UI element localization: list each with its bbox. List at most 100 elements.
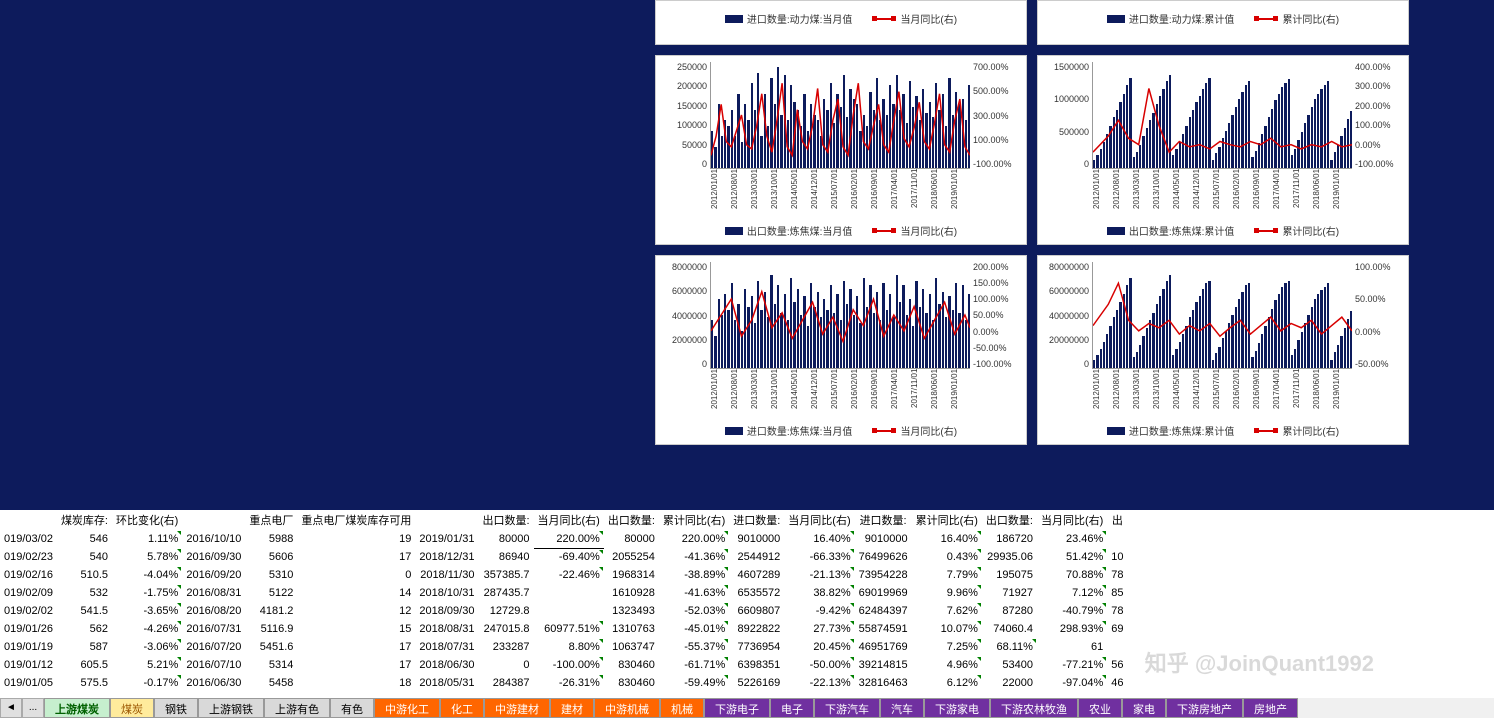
table-cell[interactable]: 61 bbox=[1037, 638, 1107, 656]
table-cell[interactable]: 5314 bbox=[245, 656, 297, 674]
table-cell[interactable]: 17 bbox=[297, 638, 415, 656]
sheet-tab[interactable]: 下游家电 bbox=[924, 698, 990, 718]
table-cell[interactable]: 830460 bbox=[604, 674, 659, 692]
table-cell[interactable]: 19 bbox=[297, 530, 415, 548]
table-cell[interactable]: 510.5 bbox=[57, 566, 112, 584]
table-cell[interactable]: 357385.7 bbox=[478, 566, 533, 584]
table-cell[interactable] bbox=[1107, 530, 1127, 548]
table-cell[interactable]: 6535572 bbox=[729, 584, 784, 602]
table-header[interactable]: 出口数量: bbox=[604, 510, 659, 530]
sheet-tab[interactable]: 下游房地产 bbox=[1166, 698, 1243, 718]
sheet-tab[interactable]: 房地产 bbox=[1243, 698, 1298, 718]
sheet-tab[interactable]: 下游农林牧渔 bbox=[990, 698, 1078, 718]
table-cell[interactable]: 8.80% bbox=[534, 638, 604, 656]
table-cell[interactable]: 830460 bbox=[604, 656, 659, 674]
table-cell[interactable]: -52.03% bbox=[659, 602, 729, 620]
table-cell[interactable]: 9.96% bbox=[912, 584, 982, 602]
table-cell[interactable]: 56 bbox=[1107, 656, 1127, 674]
table-cell[interactable]: -61.71% bbox=[659, 656, 729, 674]
table-cell[interactable]: 2018/07/31 bbox=[415, 638, 478, 656]
tab-nav[interactable]: ◄ bbox=[0, 698, 22, 718]
table-cell[interactable]: 019/01/12 bbox=[0, 656, 57, 674]
table-cell[interactable]: 0.43% bbox=[912, 548, 982, 566]
table-row[interactable]: 019/01/05575.5-0.17%2016/06/305458182018… bbox=[0, 674, 1128, 692]
table-cell[interactable]: 10.07% bbox=[912, 620, 982, 638]
table-cell[interactable]: 16.40% bbox=[912, 530, 982, 548]
table-cell[interactable]: 5458 bbox=[245, 674, 297, 692]
table-cell[interactable]: 32816463 bbox=[855, 674, 912, 692]
table-cell[interactable]: 019/03/02 bbox=[0, 530, 57, 548]
table-cell[interactable]: 0 bbox=[297, 566, 415, 584]
table-cell[interactable]: 7.79% bbox=[912, 566, 982, 584]
table-cell[interactable]: 80000 bbox=[604, 530, 659, 548]
table-cell[interactable]: -26.31% bbox=[534, 674, 604, 692]
table-header[interactable]: 出 bbox=[1107, 510, 1127, 530]
table-cell[interactable]: 87280 bbox=[982, 602, 1037, 620]
table-cell[interactable]: 74060.4 bbox=[982, 620, 1037, 638]
table-cell[interactable]: -69.40% bbox=[534, 548, 604, 566]
table-header[interactable]: 当月同比(右) bbox=[534, 510, 604, 530]
table-cell[interactable]: 16.40% bbox=[784, 530, 854, 548]
table-cell[interactable]: -40.79% bbox=[1037, 602, 1107, 620]
table-cell[interactable]: 7736954 bbox=[729, 638, 784, 656]
table-cell[interactable]: 76499626 bbox=[855, 548, 912, 566]
table-cell[interactable]: 2016/09/30 bbox=[182, 548, 245, 566]
table-cell[interactable]: -50.00% bbox=[784, 656, 854, 674]
table-cell[interactable]: 540 bbox=[57, 548, 112, 566]
table-cell[interactable]: 247015.8 bbox=[478, 620, 533, 638]
table-cell[interactable]: 23.46% bbox=[1037, 530, 1107, 548]
table-cell[interactable]: 12 bbox=[297, 602, 415, 620]
table-row[interactable]: 019/01/19587-3.06%2016/07/205451.6172018… bbox=[0, 638, 1128, 656]
table-cell[interactable]: 5606 bbox=[245, 548, 297, 566]
table-cell[interactable]: 12729.8 bbox=[478, 602, 533, 620]
table-cell[interactable]: 68.11% bbox=[982, 638, 1037, 656]
table-cell[interactable]: -22.13% bbox=[784, 674, 854, 692]
table-header[interactable]: 重点电厂 bbox=[245, 510, 297, 530]
table-cell[interactable]: -3.65% bbox=[112, 602, 182, 620]
table-cell[interactable]: -1.75% bbox=[112, 584, 182, 602]
sheet-tab[interactable]: 机械 bbox=[660, 698, 704, 718]
tab-nav[interactable]: ... bbox=[22, 698, 44, 718]
table-cell[interactable]: 2055254 bbox=[604, 548, 659, 566]
table-cell[interactable]: 6.12% bbox=[912, 674, 982, 692]
table-cell[interactable]: -66.33% bbox=[784, 548, 854, 566]
sheet-tab[interactable]: 建材 bbox=[550, 698, 594, 718]
table-cell[interactable]: 2018/06/30 bbox=[415, 656, 478, 674]
table-cell[interactable]: 80000 bbox=[478, 530, 533, 548]
table-cell[interactable]: 60977.51% bbox=[534, 620, 604, 638]
table-header[interactable]: 出口数量: bbox=[478, 510, 533, 530]
table-cell[interactable]: 5310 bbox=[245, 566, 297, 584]
sheet-tab[interactable]: 中游建材 bbox=[484, 698, 550, 718]
table-row[interactable]: 019/02/09532-1.75%2016/08/315122142018/1… bbox=[0, 584, 1128, 602]
table-header[interactable]: 进口数量: bbox=[729, 510, 784, 530]
table-cell[interactable]: -4.26% bbox=[112, 620, 182, 638]
table-cell[interactable]: 22000 bbox=[982, 674, 1037, 692]
table-header[interactable]: 进口数量: bbox=[855, 510, 912, 530]
table-cell[interactable]: 220.00% bbox=[659, 530, 729, 548]
table-cell[interactable]: -21.13% bbox=[784, 566, 854, 584]
table-cell[interactable] bbox=[534, 584, 604, 602]
table-header[interactable]: 当月同比(右) bbox=[784, 510, 854, 530]
table-cell[interactable]: 1.11% bbox=[112, 530, 182, 548]
table-cell[interactable]: 7.25% bbox=[912, 638, 982, 656]
table-cell[interactable]: -97.04% bbox=[1037, 674, 1107, 692]
sheet-tab[interactable]: 下游电子 bbox=[704, 698, 770, 718]
table-row[interactable]: 019/02/235405.78%2016/09/305606172018/12… bbox=[0, 548, 1128, 566]
table-cell[interactable]: 2019/01/31 bbox=[415, 530, 478, 548]
table-cell[interactable]: 4607289 bbox=[729, 566, 784, 584]
table-header[interactable] bbox=[415, 510, 478, 530]
table-cell[interactable]: 9010000 bbox=[729, 530, 784, 548]
table-cell[interactable]: 46951769 bbox=[855, 638, 912, 656]
table-header[interactable]: 煤炭库存: bbox=[57, 510, 112, 530]
table-cell[interactable]: 019/01/26 bbox=[0, 620, 57, 638]
sheet-tab[interactable]: 上游煤炭 bbox=[44, 698, 110, 718]
sheet-tab[interactable]: 中游机械 bbox=[594, 698, 660, 718]
table-cell[interactable]: 2018/09/30 bbox=[415, 602, 478, 620]
table-row[interactable]: 019/01/26562-4.26%2016/07/315116.9152018… bbox=[0, 620, 1128, 638]
table-cell[interactable]: 46 bbox=[1107, 674, 1127, 692]
table-row[interactable]: 019/02/02541.5-3.65%2016/08/204181.21220… bbox=[0, 602, 1128, 620]
table-cell[interactable]: 019/02/16 bbox=[0, 566, 57, 584]
table-cell[interactable]: 38.82% bbox=[784, 584, 854, 602]
table-cell[interactable]: 2018/08/31 bbox=[415, 620, 478, 638]
table-cell[interactable]: 287435.7 bbox=[478, 584, 533, 602]
